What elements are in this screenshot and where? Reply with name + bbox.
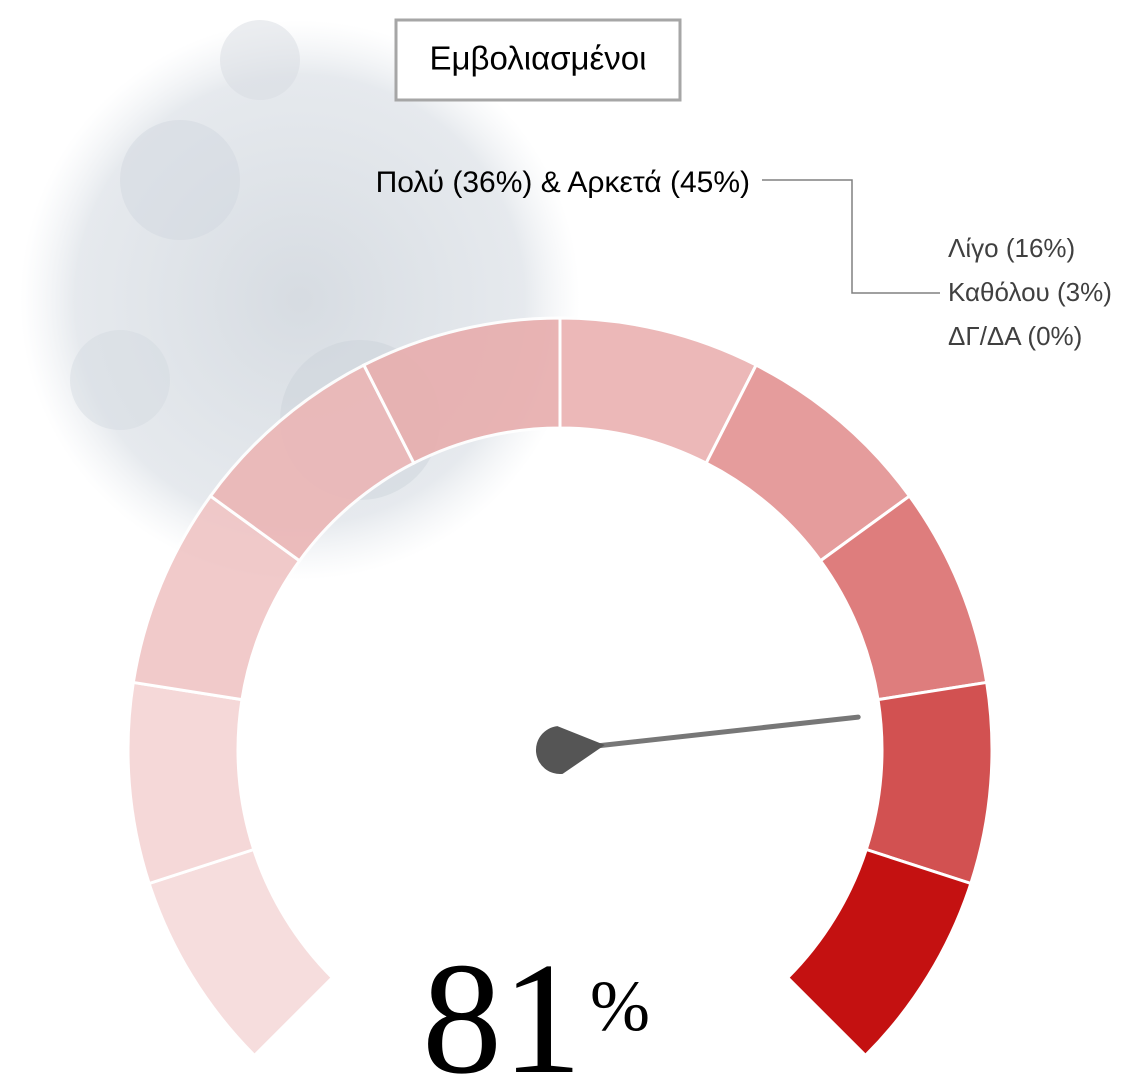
value-text: 81	[422, 929, 582, 1086]
gauge-segment	[128, 682, 254, 883]
gauge-segment	[788, 850, 971, 1056]
page: {"chart_data": { "type": "gauge", "title…	[0, 0, 1145, 1086]
value-unit: %	[590, 966, 650, 1046]
needle-hub	[536, 726, 605, 774]
gauge-segment	[866, 682, 992, 883]
chart-title: Εμβολιασμένοι	[430, 40, 647, 77]
other-labels: Λίγο (16%) Καθόλου (3%) ΔΓ/ΔΑ (0%)	[948, 233, 1112, 351]
gauge-segment	[149, 850, 332, 1056]
leader-line	[762, 180, 940, 293]
main-label: Πολύ (36%) & Αρκετά (45%)	[376, 166, 750, 199]
other-label: ΔΓ/ΔΑ (0%)	[948, 321, 1082, 351]
other-label: Λίγο (16%)	[948, 233, 1075, 263]
chart: Εμβολιασμένοι Πολύ (36%) & Αρκετά (45%) …	[0, 0, 1145, 1086]
other-label: Καθόλου (3%)	[948, 277, 1112, 307]
